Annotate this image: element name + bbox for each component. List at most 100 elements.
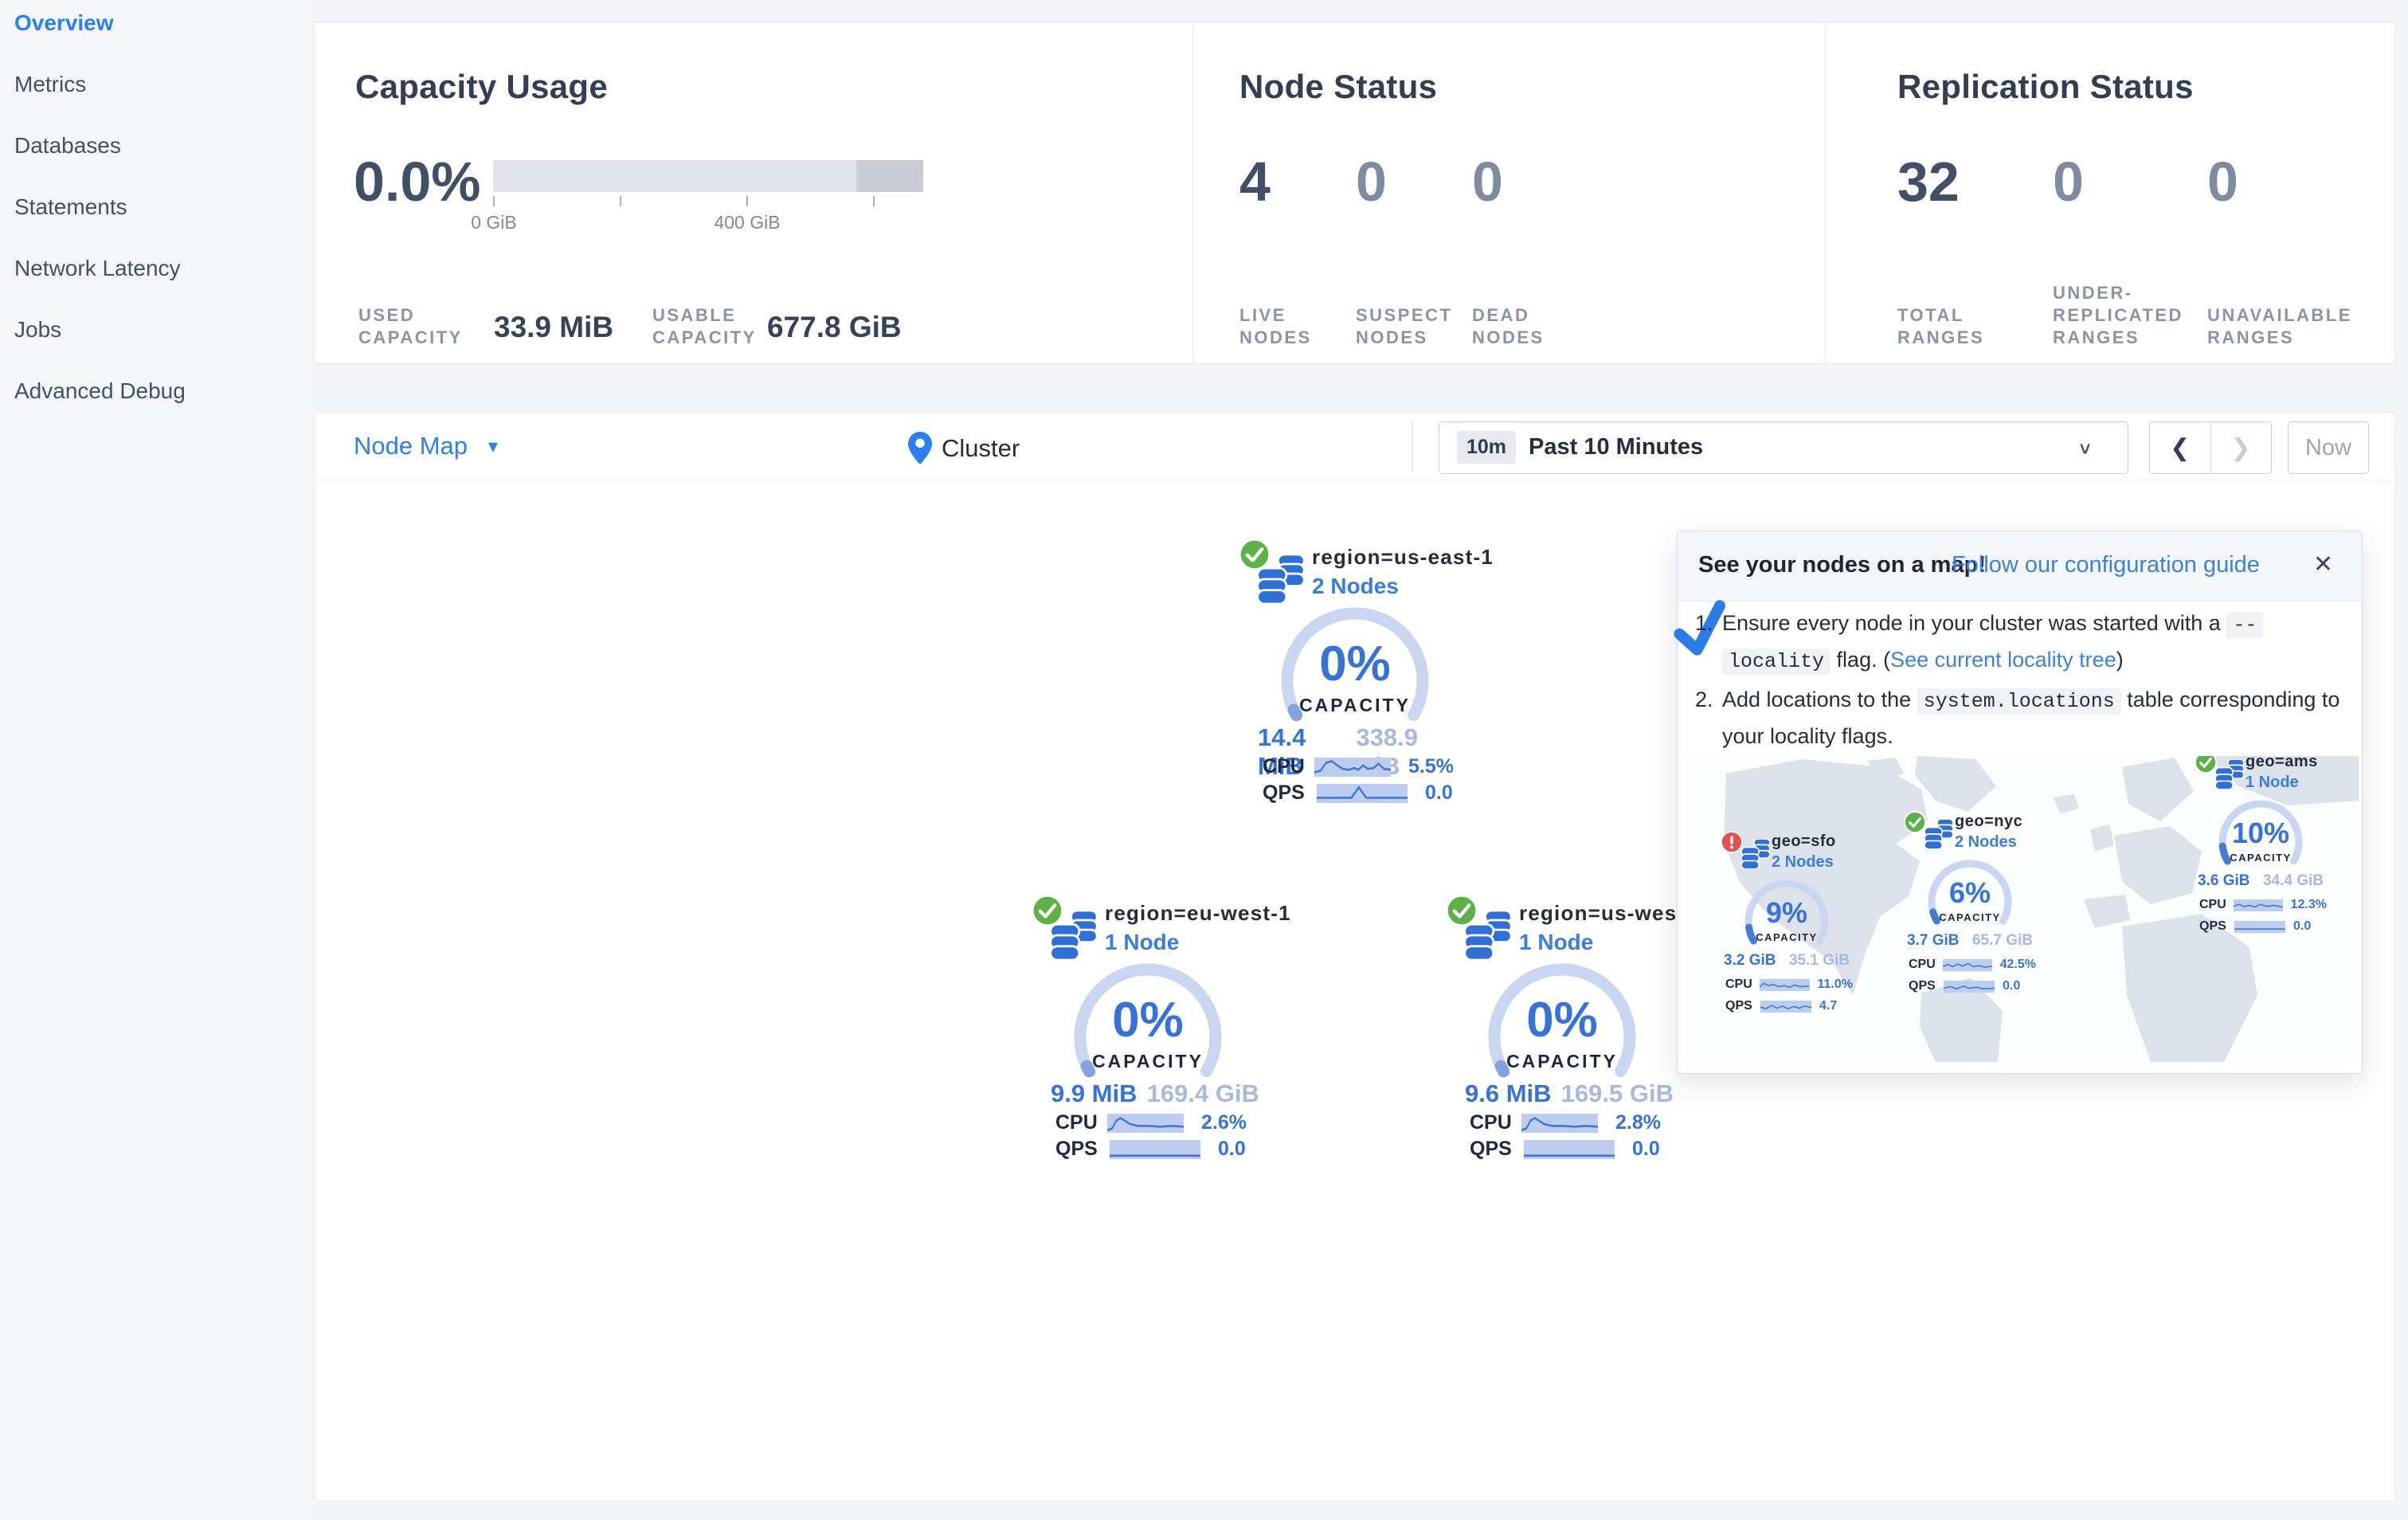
node-map-card: Node Map ▾ Cluster 10m Past 10 Minutes ∨ … [313,412,2396,1500]
qps-sparkline [2234,920,2285,933]
dead-nodes-count: 0 [1472,151,1503,213]
node-map-toolbar: Node Map ▾ Cluster 10m Past 10 Minutes ∨ … [314,413,2395,480]
capacity-label: CAPACITY [1939,911,2001,923]
setup-step-1-line-2: locality flag. (See current locality tre… [1722,648,2124,675]
now-button[interactable]: Now [2288,421,2369,474]
qps-label: QPS [2199,919,2226,933]
nodes-link[interactable]: 2 Nodes [1312,574,1399,598]
qps-value: 0.0 [1632,1138,1660,1160]
capacity-tick [620,196,621,206]
used-capacity: 3.6 GiB [2198,872,2250,889]
sidebar-item-overview[interactable]: Overview [14,10,114,35]
popup-header: See your nodes on a map! Follow our conf… [1678,531,2362,601]
popup-title: See your nodes on a map! [1698,552,1986,578]
replication-status-section: Replication Status 32 0 0 TOTAL RANGES U… [1824,22,2397,363]
time-range-label: Past 10 Minutes [1529,434,1704,460]
view-selector-label: Node Map [354,432,468,460]
cpu-sparkline [1314,757,1392,777]
capacity-gauge-arc [1488,963,1636,1111]
capacity-usage-bar [493,160,923,192]
locality-title: geo=ams [2246,756,2318,770]
used-capacity: 3.7 GiB [1907,932,1960,949]
total-capacity: 169.5 GiB [1560,1079,1674,1107]
locality-tree-link[interactable]: See current locality tree [1890,648,2116,672]
system-locations-code: system.locations [1917,688,2121,715]
under-replicated-ranges-label: UNDER-REPLICATED RANGES [2053,283,2183,347]
qps-value: 0.0 [2003,979,2021,993]
capacity-percent: 9% [1765,896,1808,929]
nodes-link[interactable]: 2 Nodes [1772,853,1834,871]
step-text: Ensure every node in your cluster was st… [1722,611,2221,635]
total-ranges-label: TOTAL RANGES [1897,305,1985,347]
qps-sparkline [1944,980,1995,993]
caret-down-icon: ▾ [488,436,499,457]
capacity-label: CAPACITY [2230,852,2292,864]
capacity-tick [493,196,495,206]
step-text: Add locations to the [1722,688,1912,711]
total-capacity: 169.4 GiB [1146,1079,1259,1107]
used-capacity: 3.2 GiB [1724,952,1776,969]
database-stack-icon [1924,819,1953,849]
cluster-summary-card: Capacity Usage 0.0% 0 GiB 400 GiB USED C… [313,22,2396,364]
close-icon[interactable]: ✕ [2312,551,2333,578]
usable-capacity-label: USABLE CAPACITY [652,305,757,347]
capacity-tick-label-0: 0 GiB [471,212,517,233]
cpu-value: 2.8% [1615,1111,1661,1134]
cpu-sparkline [1942,958,1992,971]
locality-title: region=us-east-1 [1312,545,1494,569]
node-status-section: Node Status 4 0 0 LIVE NODES SUSPECT NOD… [1192,22,1824,363]
sidebar-item-statements[interactable]: Statements [14,194,127,219]
time-back-button[interactable]: ❮ [2150,422,2211,473]
locality-title: region=eu-west-1 [1105,901,1291,925]
big-check-icon [1674,600,1726,656]
sidebar-item-databases[interactable]: Databases [14,133,121,158]
cpu-sparkline [1521,1113,1599,1133]
cpu-value: 5.5% [1408,755,1454,778]
sidebar-item-network-latency[interactable]: Network Latency [14,256,181,280]
used-capacity: 9.9 MiB [1051,1079,1137,1107]
cpu-label: CPU [1909,958,1936,971]
time-forward-button[interactable]: ❯ [2230,434,2251,461]
cpu-label: CPU [2199,898,2226,911]
view-selector-dropdown[interactable]: Node Map ▾ [354,432,498,460]
dead-nodes-label: DEAD NODES [1472,305,1545,347]
nodes-link[interactable]: 2 Nodes [1955,833,2017,851]
cpu-value: 2.6% [1201,1111,1247,1134]
cpu-value: 42.5% [1999,958,2036,971]
live-nodes-label: LIVE NODES [1239,305,1312,347]
nodes-link[interactable]: 1 Node [1519,930,1594,954]
cpu-label: CPU [1263,755,1305,778]
database-stack-icon [2215,759,2244,789]
usable-capacity-value: 677.8 GiB [767,311,902,343]
capacity-gauge-arc [1928,860,2012,944]
sidebar-item-metrics[interactable]: Metrics [14,72,87,96]
unavailable-ranges-label: UNAVAILABLE RANGES [2207,305,2352,347]
replication-status-title: Replication Status [1897,68,2194,105]
location-pin-icon [908,432,932,464]
capacity-gauge-arc [1281,607,1429,755]
world-map [1724,756,2359,1062]
configuration-guide-link[interactable]: Follow our configuration guide [1952,552,2260,578]
database-stack-icon [1463,911,1513,960]
time-range-dropdown[interactable]: 10m Past 10 Minutes ∨ [1439,421,2128,474]
qps-sparkline [1760,1000,1811,1013]
suspect-nodes-label: SUSPECT NODES [1356,305,1453,347]
qps-label: QPS [1055,1138,1098,1160]
sidebar-item-jobs[interactable]: Jobs [14,317,62,342]
used-capacity: 9.6 MiB [1465,1079,1552,1107]
qps-label: QPS [1263,782,1305,804]
qps-value: 0.0 [1218,1138,1246,1160]
sidebar: Overview Metrics Databases Statements Ne… [0,0,313,1520]
alert-icon [1721,831,1743,853]
locality-title: geo=sfo [1772,832,1836,850]
nodes-link[interactable]: 1 Node [1105,930,1180,954]
setup-step-1-line-1: 1. Ensure every node in your cluster was … [1695,611,2264,638]
locality-title: region=us-west-1 [1519,901,1705,925]
qps-label: QPS [1725,999,1752,1013]
nodes-link[interactable]: 1 Node [2246,774,2299,791]
sidebar-item-advanced-debug[interactable]: Advanced Debug [14,378,186,403]
qps-sparkline [1110,1139,1200,1159]
used-capacity-label: USED CAPACITY [358,305,463,347]
database-stack-icon [1049,911,1098,960]
breadcrumb[interactable]: Cluster [908,432,1020,464]
